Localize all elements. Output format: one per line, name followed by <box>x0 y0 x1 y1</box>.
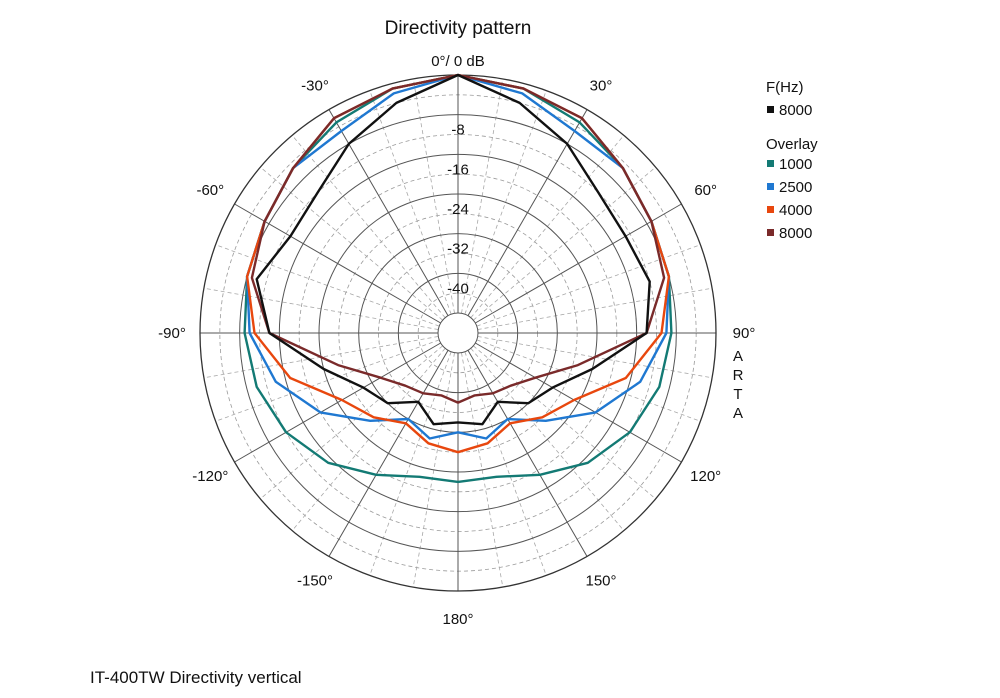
angle-label: 180° <box>442 611 473 628</box>
angle-label: -90° <box>158 325 186 342</box>
radial-tick-label: -32 <box>447 241 469 258</box>
angle-label: -120° <box>192 468 228 485</box>
legend-overlay-header: Overlay <box>766 136 818 153</box>
arta-letter: T <box>733 386 742 403</box>
grid-ring-major <box>278 153 638 513</box>
legend-header: F(Hz) <box>766 79 804 96</box>
chart-title: Directivity pattern <box>385 18 532 39</box>
angle-label: 150° <box>585 573 616 590</box>
polar-grid <box>199 74 717 592</box>
reference-label: 0°/ 0 dB <box>431 53 485 70</box>
series-line-8000 <box>255 73 651 426</box>
series-lines <box>243 73 673 484</box>
angle-label: -30° <box>301 77 329 94</box>
series-line-8000 <box>250 73 666 404</box>
arta-letter: A <box>733 348 743 365</box>
legend-swatch-2500 <box>767 183 774 190</box>
legend-swatch-primary <box>767 106 774 113</box>
radial-tick-label: -16 <box>447 161 469 178</box>
angle-label: -60° <box>196 182 224 199</box>
angle-labels: -30° 30° -60° 60° -90° 90° -120° 120° -150° 150° 1… <box>158 77 755 628</box>
figure-caption: IT-400TW Directivity vertical <box>90 668 302 687</box>
legend: F(Hz) 8000 Overlay 1000 2500 4000 8000 <box>766 79 818 242</box>
legend-overlay-entries: 1000 2500 4000 8000 <box>767 156 812 242</box>
legend-label-1000: 1000 <box>779 156 812 173</box>
radial-tick-label: -40 <box>447 280 469 297</box>
radial-tick-label: -24 <box>447 201 469 218</box>
angle-label: 90° <box>733 325 756 342</box>
angle-label: 60° <box>694 182 717 199</box>
arta-letter: R <box>733 367 744 384</box>
legend-swatch-1000 <box>767 160 774 167</box>
grid-ring-major <box>397 272 519 394</box>
grid-ring-major <box>437 312 479 354</box>
legend-label-2500: 2500 <box>779 179 812 196</box>
grid-ring-major <box>318 193 598 473</box>
angle-label: 120° <box>690 468 721 485</box>
radial-tick-labels: -8 -16 -24 -32 -40 <box>447 122 469 298</box>
legend-primary-label: 8000 <box>779 102 812 119</box>
arta-letter: A <box>733 405 743 422</box>
grid-ring-major <box>239 114 677 552</box>
legend-swatch-4000 <box>767 206 774 213</box>
angle-label: -150° <box>297 573 333 590</box>
radial-tick-label: -8 <box>451 122 464 139</box>
legend-swatch-8000 <box>767 229 774 236</box>
angle-label: 30° <box>590 77 613 94</box>
legend-label-4000: 4000 <box>779 202 812 219</box>
legend-label-8000: 8000 <box>779 225 812 242</box>
